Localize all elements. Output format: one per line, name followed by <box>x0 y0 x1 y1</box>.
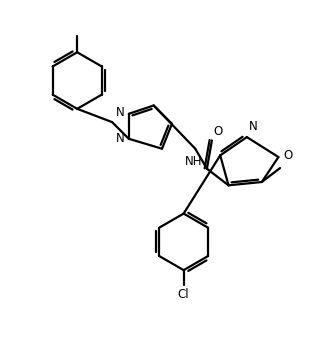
Text: O: O <box>213 125 223 138</box>
Text: O: O <box>283 149 292 162</box>
Text: N: N <box>116 132 125 145</box>
Text: N: N <box>116 106 125 118</box>
Text: Cl: Cl <box>178 288 189 302</box>
Text: N: N <box>248 120 257 133</box>
Text: NH: NH <box>185 155 202 168</box>
